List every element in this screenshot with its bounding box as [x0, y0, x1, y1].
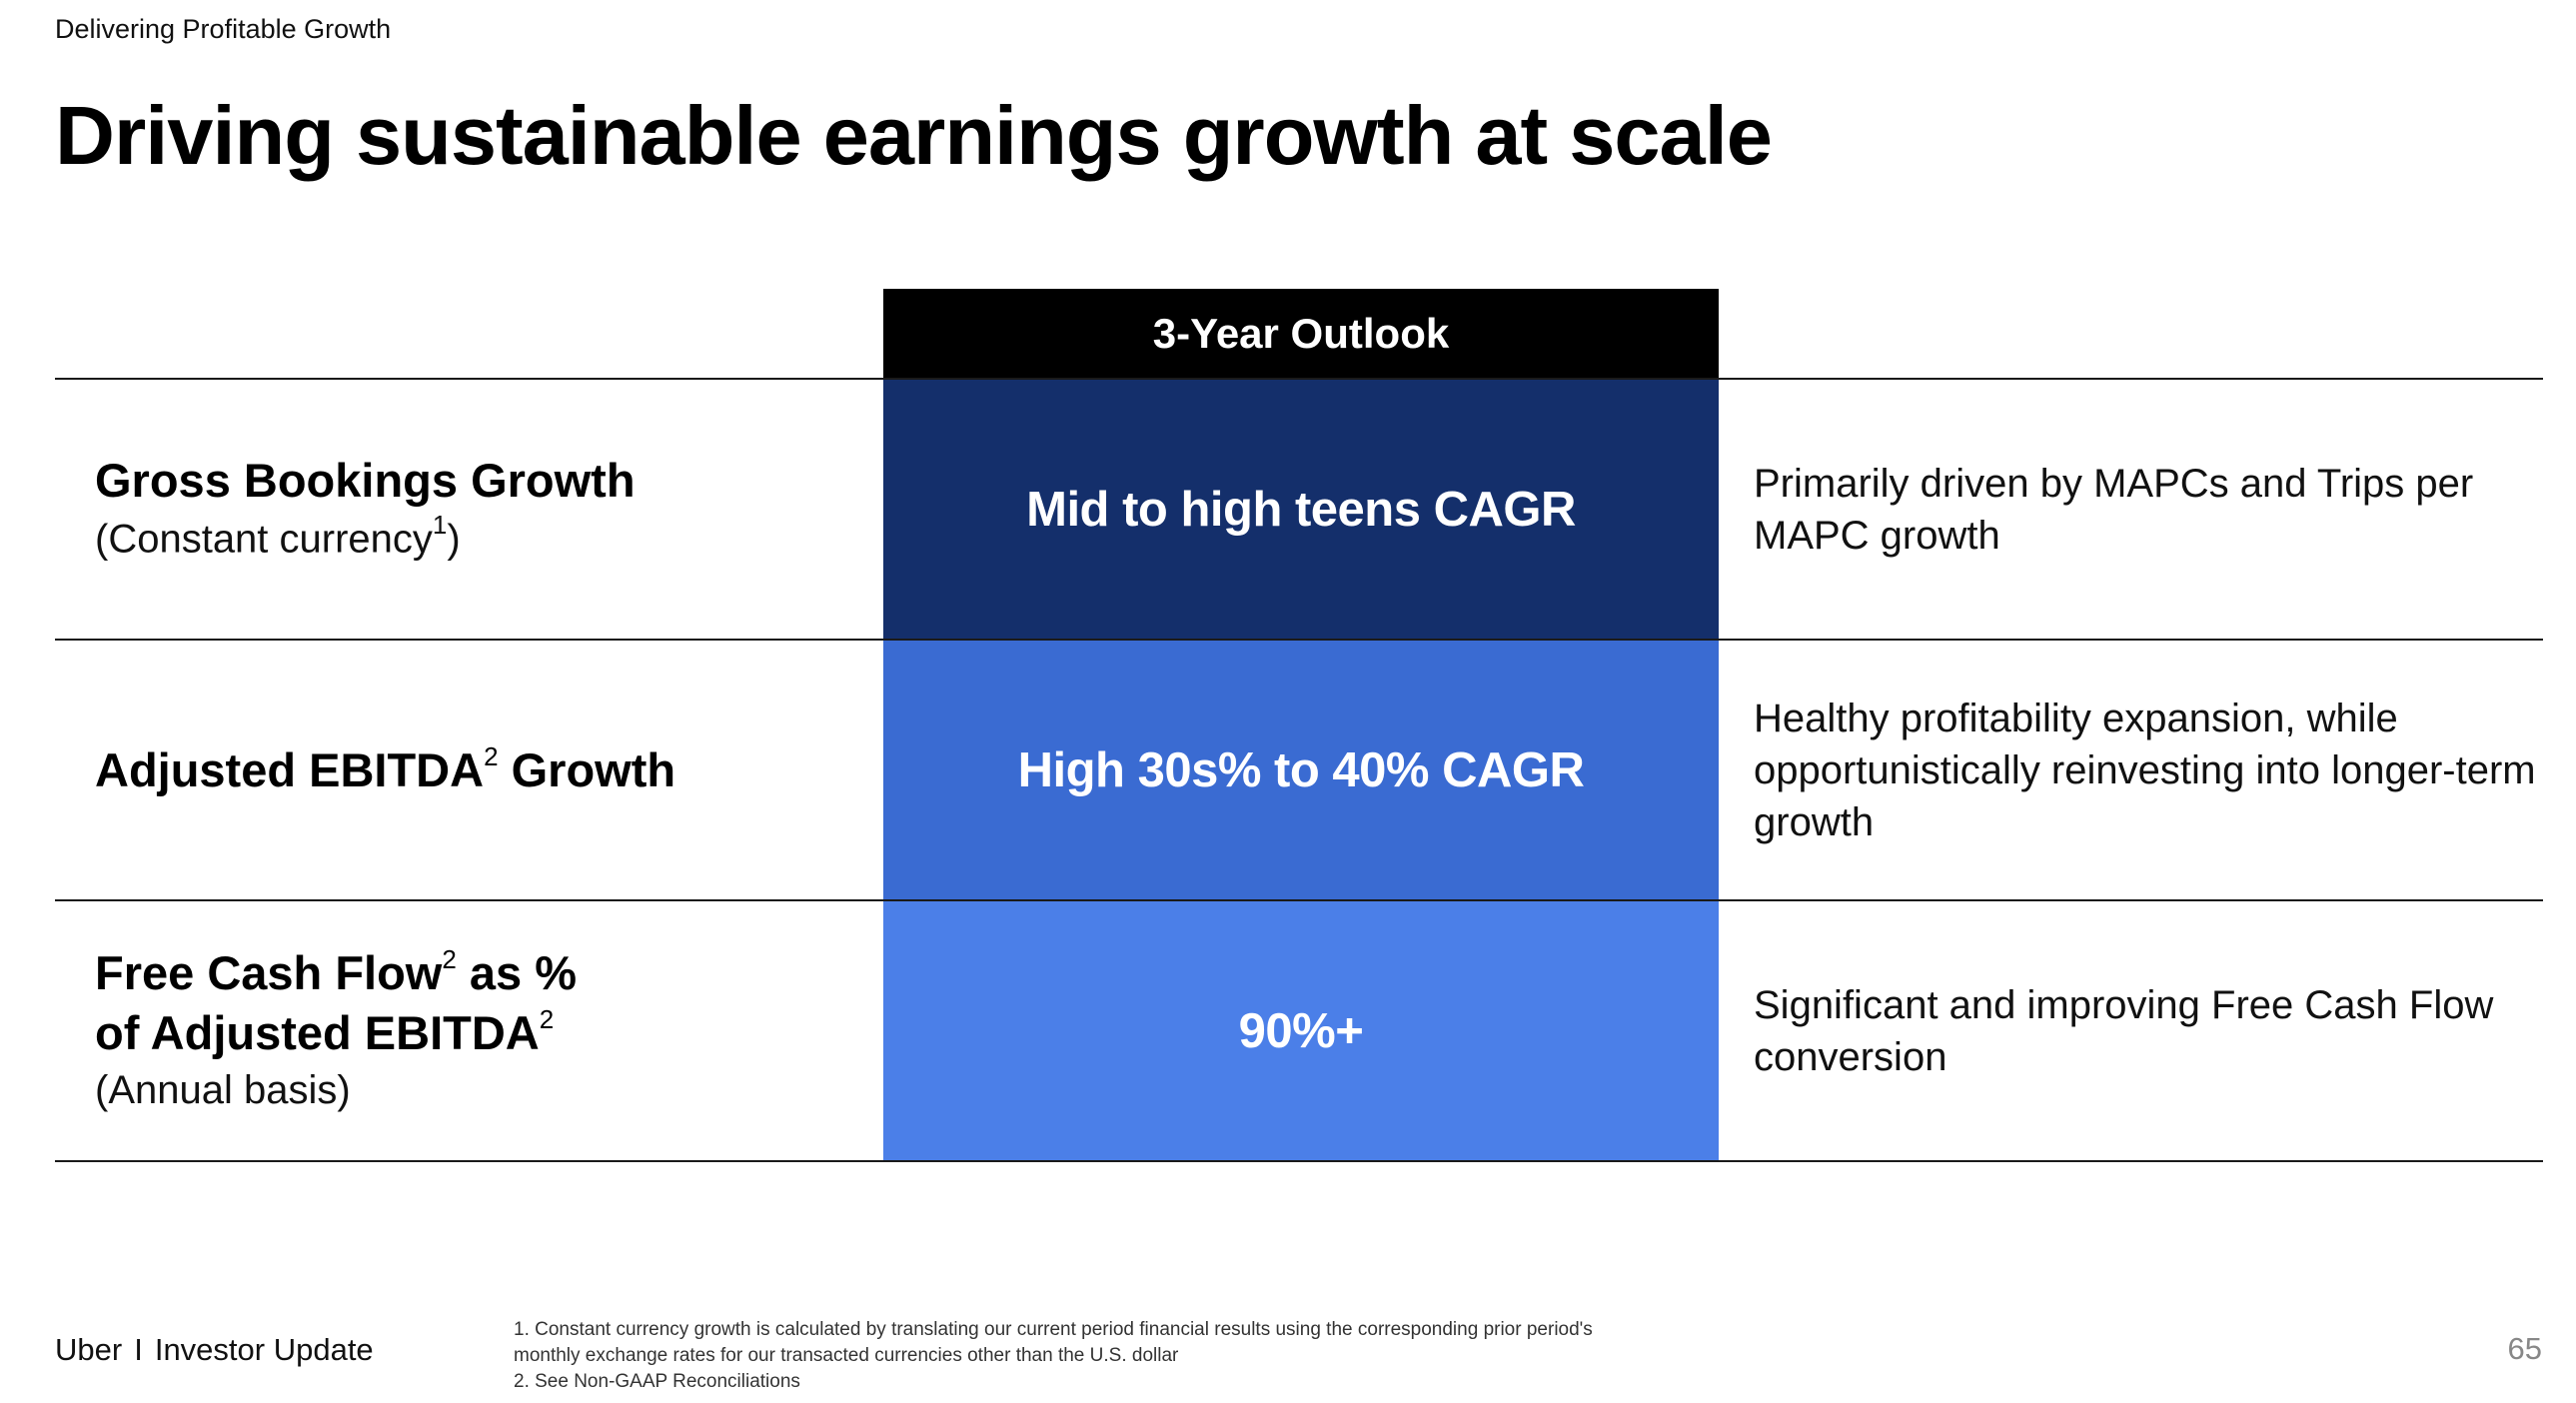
outlook-value-cell: High 30s% to 40% CAGR [883, 641, 1719, 899]
row-label-main: Adjusted EBITDA2 Growth [95, 740, 874, 800]
row-label: Adjusted EBITDA2 Growth [95, 641, 874, 899]
row-label-main: Free Cash Flow2 as % [95, 943, 874, 1003]
footer-brand: Uber I Investor Update [55, 1332, 374, 1368]
footnote-ref: 2 [539, 1003, 555, 1034]
row-label: Gross Bookings Growth (Constant currency… [95, 380, 874, 639]
row-label-text: Free Cash Flow [95, 945, 443, 999]
table-rule [55, 899, 2543, 901]
row-label-text: Gross Bookings Growth [95, 454, 636, 508]
row-label-text-suffix: as % [456, 945, 578, 999]
page-title: Driving sustainable earnings growth at s… [55, 89, 1773, 182]
row-label-main: of Adjusted EBITDA2 [95, 1003, 874, 1063]
table-rule [55, 639, 2543, 641]
row-description: Primarily driven by MAPCs and Trips per … [1754, 461, 2474, 558]
row-label-text: of Adjusted EBITDA [95, 1005, 540, 1059]
row-sublabel-close: ) [447, 517, 461, 562]
footnote-ref: 2 [442, 944, 457, 975]
row-label-text-suffix: Growth [498, 742, 676, 796]
footnote-ref: 1 [432, 510, 448, 541]
row-sublabel-text: (Constant currency [95, 517, 433, 562]
page-number: 65 [2507, 1331, 2542, 1366]
table-row-adjusted-ebitda: Adjusted EBITDA2 Growth High 30s% to 40%… [55, 641, 2543, 899]
row-label-main: Gross Bookings Growth [95, 451, 874, 511]
footnote-ref: 2 [484, 741, 499, 771]
row-sublabel: (Annual basis) [95, 1068, 351, 1113]
footer-section: Investor Update [154, 1332, 374, 1367]
outlook-value-cell: Mid to high teens CAGR [883, 380, 1719, 639]
outlook-column-header: 3-Year Outlook [883, 289, 1719, 379]
table-row-free-cash-flow: Free Cash Flow2 as % of Adjusted EBITDA2… [55, 901, 2543, 1160]
table-row-gross-bookings: Gross Bookings Growth (Constant currency… [55, 380, 2543, 639]
footnote-line: 2. See Non-GAAP Reconciliations [514, 1371, 800, 1392]
row-description: Significant and improving Free Cash Flow… [1754, 982, 2494, 1079]
row-label-text: Adjusted EBITDA [95, 742, 485, 796]
table-rule-top [55, 378, 2543, 380]
footnote-line: monthly exchange rates for our transacte… [514, 1345, 1179, 1366]
footnotes: 1. Constant currency growth is calculate… [514, 1317, 1763, 1395]
footer-separator: I [134, 1332, 143, 1367]
section-kicker: Delivering Profitable Growth [55, 14, 392, 44]
row-label: Free Cash Flow2 as % of Adjusted EBITDA2… [95, 901, 874, 1160]
row-description: Healthy profitability expansion, while o… [1754, 696, 2536, 844]
row-sublabel: (Constant currency1) [95, 510, 874, 567]
brand-name: Uber [55, 1332, 123, 1367]
footnote-line: 1. Constant currency growth is calculate… [514, 1319, 1593, 1340]
table-rule-bottom [55, 1160, 2543, 1162]
outlook-value-cell: 90%+ [883, 901, 1719, 1160]
